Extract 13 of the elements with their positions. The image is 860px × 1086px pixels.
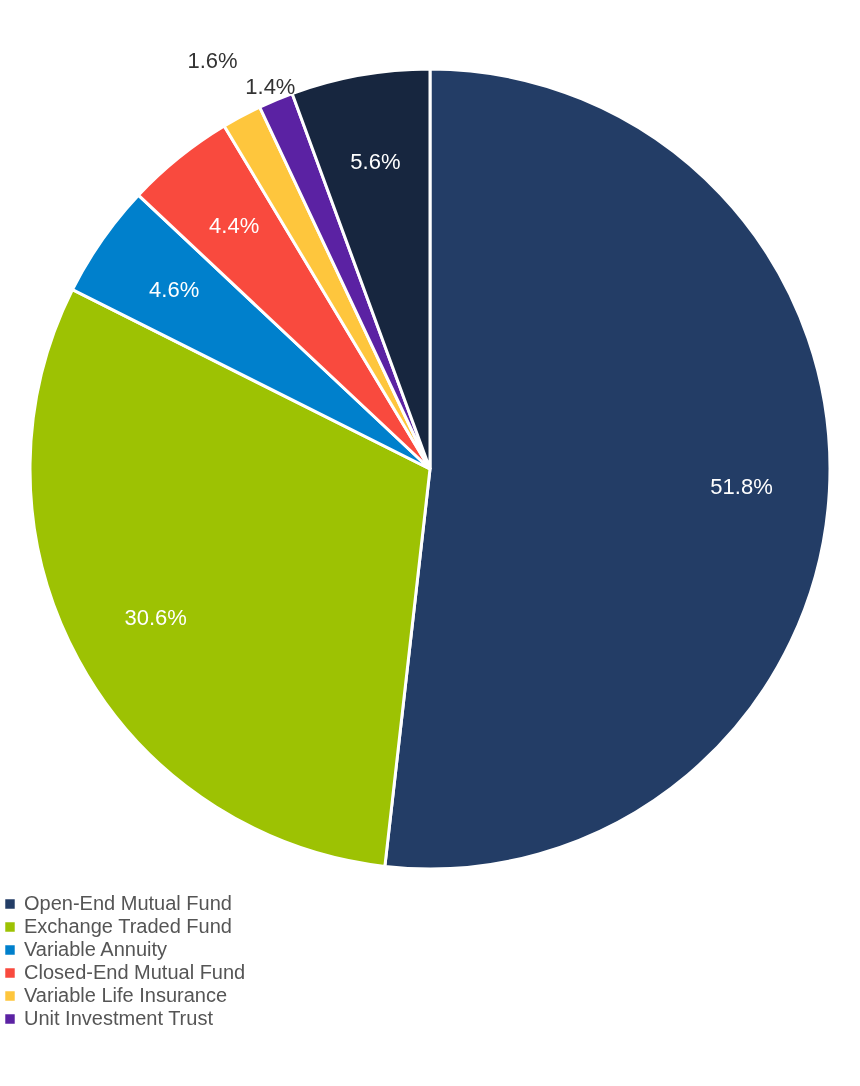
legend-label: Variable Life Insurance [24,984,228,1006]
legend-label: Closed-End Mutual Fund [24,961,246,983]
legend-label: Open-End Mutual Fund [24,892,232,914]
data-label: 4.6% [149,277,200,303]
legend-label: Variable Annuity [24,938,168,960]
data-label: 1.4% [245,74,296,100]
data-label: 5.6% [350,148,401,174]
data-label: 4.4% [209,213,260,239]
data-label: 51.8% [710,473,773,499]
data-label: 1.6% [187,48,238,74]
legend-label: Unit Investment Trust [24,1007,214,1029]
data-label: 30.6% [124,604,187,630]
legend-label: Exchange Traded Fund [24,915,232,937]
